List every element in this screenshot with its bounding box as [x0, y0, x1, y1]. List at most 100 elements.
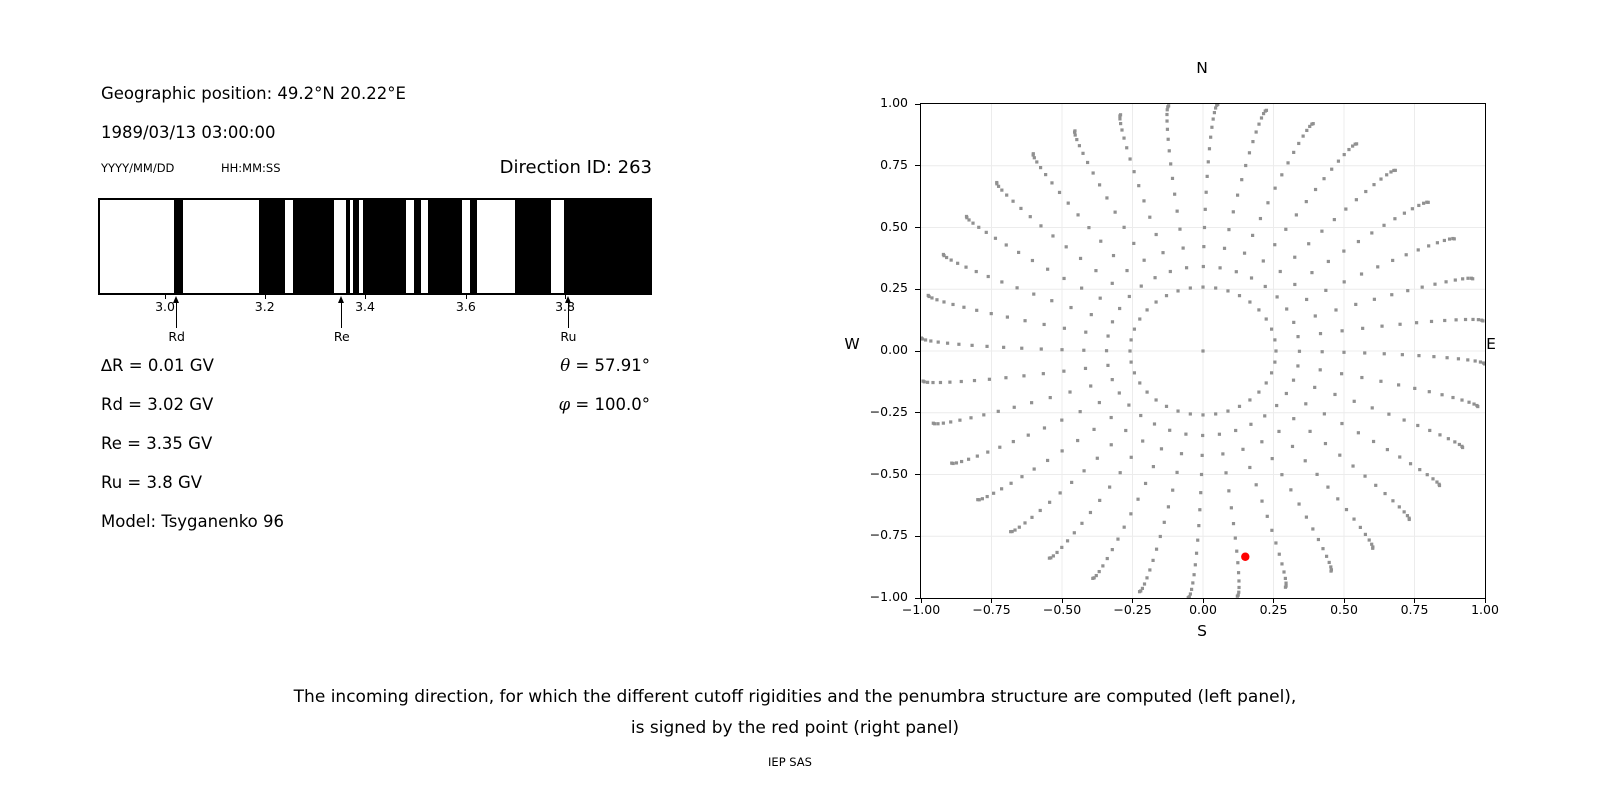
direction-grid-dot — [1142, 199, 1146, 203]
direction-grid-dot — [942, 300, 946, 304]
direction-grid-dot — [1060, 418, 1064, 422]
direction-grid-dot — [1181, 246, 1185, 250]
direction-grid-dot — [1443, 318, 1447, 323]
direction-grid-dot — [1340, 421, 1344, 426]
direction-grid-dot — [1129, 512, 1133, 516]
direction-grid-dot — [1148, 568, 1152, 572]
direction-id-text: Direction ID: 263 — [499, 157, 652, 178]
direction-grid-dot — [1402, 510, 1406, 514]
direction-grid-dot — [1188, 592, 1193, 596]
direction-grid-dot — [1242, 251, 1247, 255]
direction-grid-dot — [976, 498, 980, 502]
direction-grid-dot — [1066, 201, 1070, 205]
direction-grid-dot — [1321, 547, 1325, 551]
direction-grid-dot — [1078, 256, 1083, 261]
direction-grid-dot — [1073, 133, 1077, 137]
penumbra-black-band — [564, 200, 650, 293]
direction-grid-dot — [1178, 227, 1182, 231]
direction-grid-dot — [1277, 429, 1281, 434]
direction-grid-dot — [1282, 570, 1286, 574]
direction-grid-dot — [1248, 300, 1252, 304]
direction-grid-dot — [1089, 384, 1093, 388]
direction-grid-dot — [1354, 302, 1358, 307]
direction-grid-dot — [1154, 398, 1158, 402]
direction-grid-dot — [1416, 423, 1420, 428]
direction-grid-dot — [1261, 259, 1265, 263]
x-tick-label: 0.50 — [1330, 602, 1358, 617]
direction-grid-dot — [1320, 229, 1324, 233]
direction-grid-dot — [1080, 286, 1084, 290]
direction-grid-dot — [980, 497, 984, 501]
direction-grid-dot — [1391, 258, 1395, 263]
direction-grid-dot — [1391, 499, 1395, 503]
direction-grid-dot — [1379, 379, 1383, 383]
direction-grid-dot — [1082, 469, 1086, 473]
direction-grid-dot — [1184, 266, 1189, 270]
direction-grid-dot — [1023, 521, 1027, 525]
direction-grid-dot — [1398, 322, 1402, 326]
direction-grid-dot — [1092, 427, 1096, 431]
direction-grid-dot — [956, 261, 960, 265]
direction-grid-dot — [1060, 449, 1064, 453]
direction-grid-dot — [1322, 177, 1326, 181]
y-axis-tick-labels: 1.00 0.75 0.50 0.25 0.00 −0.25 −0.50 −0.75 −1.00 — [850, 95, 908, 604]
direction-grid-dot — [1139, 284, 1143, 288]
direction-grid-dot — [1201, 264, 1205, 269]
direction-grid-dot — [1164, 294, 1169, 298]
direction-grid-dot — [964, 265, 968, 269]
direction-grid-dot — [1371, 546, 1375, 550]
direction-grid-dot — [1453, 440, 1457, 444]
direction-grid-dot — [1342, 350, 1346, 354]
direction-grid-dot — [1416, 248, 1420, 252]
direction-grid-dot — [1167, 104, 1171, 108]
direction-grid-dot — [1199, 491, 1203, 495]
direction-grid-dot — [1128, 349, 1132, 353]
value-rd: Rd = 3.02 GV — [101, 395, 214, 414]
direction-grid-dot — [1292, 320, 1296, 324]
direction-grid-dot — [1249, 276, 1254, 280]
direction-grid-dot — [1359, 272, 1364, 276]
direction-grid-dot — [1171, 488, 1175, 492]
direction-grid-dot — [1297, 502, 1301, 506]
direction-grid-dot — [1152, 422, 1157, 426]
direction-grid-dot — [1109, 415, 1113, 420]
direction-grid-dot — [1127, 294, 1131, 299]
direction-grid-dot — [1404, 253, 1408, 257]
direction-grid-dot — [1062, 369, 1066, 373]
y-tick-label: 0.75 — [880, 156, 908, 172]
direction-grid-dot — [1169, 162, 1173, 166]
direction-grid-dot — [1397, 383, 1401, 387]
direction-grid-dot — [949, 420, 953, 424]
direction-grid-dot — [1189, 587, 1194, 591]
direction-grid-dot — [1154, 547, 1159, 551]
direction-grid-dot — [958, 418, 962, 422]
direction-grid-dot — [1168, 269, 1172, 274]
direction-grid-dot — [1200, 453, 1204, 457]
direction-grid-dot — [1193, 563, 1197, 567]
direction-grid-dot — [1224, 471, 1228, 475]
direction-grid-dot — [1117, 391, 1121, 395]
x-tick-mark — [1343, 598, 1345, 603]
direction-grid-dot — [931, 380, 935, 385]
direction-grid-dot — [1030, 515, 1034, 519]
direction-grid-dot — [1249, 422, 1253, 426]
direction-grid-dot — [1194, 551, 1199, 555]
direction-grid-dot — [1273, 243, 1277, 247]
direction-grid-dot — [1344, 207, 1348, 211]
direction-grid-dot — [1283, 585, 1288, 589]
direction-grid-dot — [1460, 398, 1464, 402]
direction-grid-dot — [1340, 329, 1344, 333]
direction-grid-dot — [1032, 467, 1036, 471]
direction-grid-dot — [1451, 395, 1455, 400]
date-format-label: YYYY/MM/DD — [101, 161, 175, 175]
direction-grid-dot — [1199, 472, 1204, 477]
direction-grid-dot — [1407, 517, 1411, 522]
direction-grid-dot — [1270, 456, 1274, 461]
direction-grid-dot — [1038, 166, 1043, 170]
x-tick-label: 1.00 — [1471, 602, 1499, 617]
direction-grid-dot — [1213, 106, 1218, 110]
direction-grid-dot — [1045, 458, 1050, 463]
direction-grid-dot — [1389, 170, 1393, 174]
direction-grid-dot — [1339, 372, 1344, 376]
x-tick-mark — [1061, 598, 1063, 603]
